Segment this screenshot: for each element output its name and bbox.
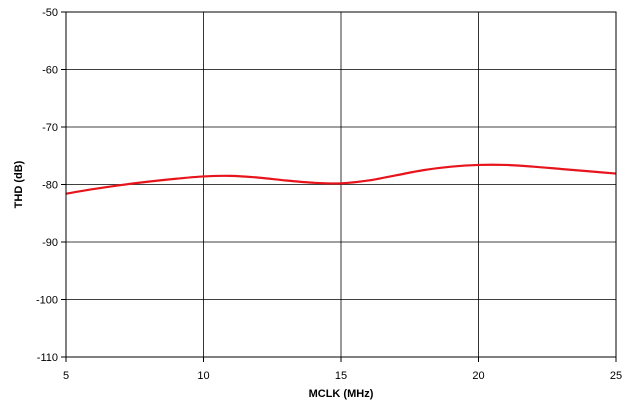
- x-tick-label: 25: [610, 370, 622, 382]
- grid-lines: [61, 11, 617, 362]
- x-tick-label: 5: [63, 370, 69, 382]
- series-layer: [65, 163, 617, 195]
- y-tick-label: -90: [42, 237, 58, 249]
- plot-border: [65, 11, 617, 358]
- y-tick-labels: -50 -60 -70 -80 -90 -100 -110: [36, 7, 58, 364]
- x-tick-label: 15: [335, 370, 347, 382]
- y-tick-label: -110: [37, 352, 58, 364]
- x-tick-labels: 5 10 15 20 25: [63, 370, 622, 382]
- y-tick-label: -50: [42, 7, 58, 19]
- y-tick-label: -60: [42, 65, 58, 77]
- y-tick-label: -80: [42, 180, 58, 192]
- x-tick-label: 20: [472, 370, 484, 382]
- series-line-thd: [65, 163, 617, 195]
- y-tick-label: -100: [36, 295, 58, 307]
- x-tick-label: 10: [197, 370, 209, 382]
- y-axis-title: THD (dB): [13, 160, 25, 208]
- x-axis-title: MCLK (MHz): [309, 388, 374, 400]
- y-tick-label: -70: [42, 122, 58, 134]
